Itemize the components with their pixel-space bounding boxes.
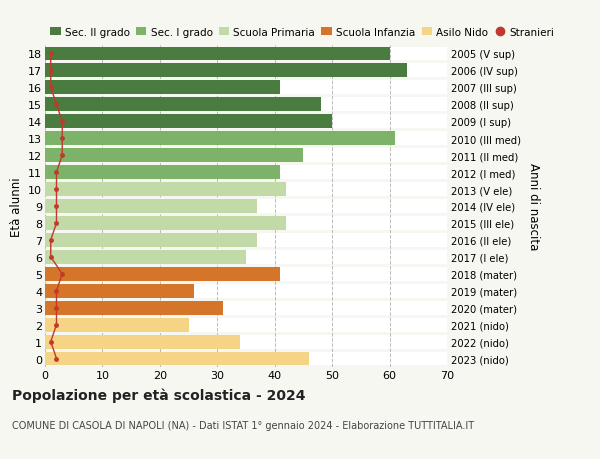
Y-axis label: Anni di nascita: Anni di nascita [527,163,540,250]
Bar [45,352,309,366]
Bar [45,301,223,315]
Bar [45,217,286,230]
Text: Popolazione per età scolastica - 2024: Popolazione per età scolastica - 2024 [12,388,305,403]
Bar [45,149,447,163]
Bar [45,183,286,196]
Bar [45,81,280,95]
Legend: Sec. II grado, Sec. I grado, Scuola Primaria, Scuola Infanzia, Asilo Nido, Stran: Sec. II grado, Sec. I grado, Scuola Prim… [50,28,554,38]
Bar [45,352,447,366]
Bar [45,132,447,146]
Bar [45,250,447,264]
Bar [45,64,407,78]
Bar [45,267,280,281]
Bar [45,47,447,62]
Bar [45,217,447,230]
Bar [45,115,332,129]
Bar [45,318,188,332]
Bar [45,200,447,213]
Bar [45,284,447,298]
Bar [45,47,389,62]
Bar [45,250,246,264]
Bar [45,166,280,179]
Bar [45,234,447,247]
Bar [45,149,304,163]
Bar [45,234,257,247]
Bar [45,318,447,332]
Bar [45,115,447,129]
Bar [45,64,447,78]
Bar [45,132,395,146]
Y-axis label: Età alunni: Età alunni [10,177,23,236]
Bar [45,183,447,196]
Bar [45,335,447,349]
Bar [45,98,447,112]
Bar [45,301,447,315]
Bar [45,166,447,179]
Bar [45,267,447,281]
Bar [45,284,194,298]
Bar [45,335,240,349]
Bar [45,98,320,112]
Text: COMUNE DI CASOLA DI NAPOLI (NA) - Dati ISTAT 1° gennaio 2024 - Elaborazione TUTT: COMUNE DI CASOLA DI NAPOLI (NA) - Dati I… [12,420,474,430]
Bar [45,200,257,213]
Bar [45,81,447,95]
